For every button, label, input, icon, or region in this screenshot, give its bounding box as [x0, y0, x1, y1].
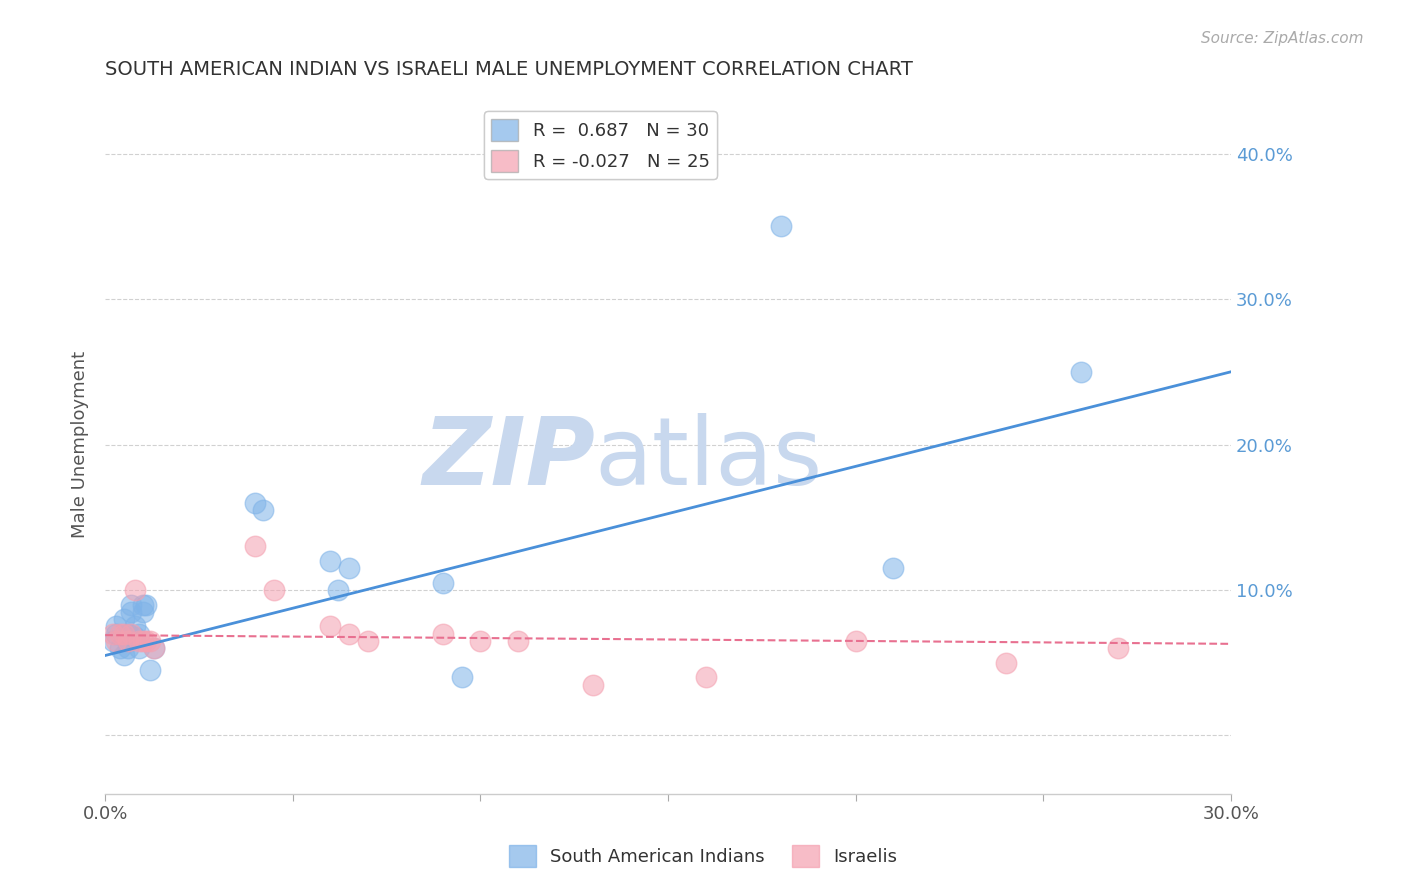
- Point: [128, 641, 150, 656]
- Point: [1107, 641, 1129, 656]
- Point: [117, 634, 139, 648]
- Point: [132, 598, 155, 612]
- Text: ZIP: ZIP: [422, 412, 595, 505]
- Point: [117, 634, 139, 648]
- Point: [112, 612, 135, 626]
- Point: [143, 641, 166, 656]
- Point: [128, 626, 150, 640]
- Point: [326, 582, 349, 597]
- Point: [450, 670, 472, 684]
- Text: atlas: atlas: [595, 412, 823, 505]
- Point: [110, 641, 132, 656]
- Point: [845, 634, 868, 648]
- Y-axis label: Male Unemployment: Male Unemployment: [72, 351, 89, 538]
- Point: [139, 634, 162, 648]
- Point: [143, 641, 166, 656]
- Point: [112, 626, 135, 640]
- Point: [245, 540, 267, 554]
- Point: [357, 634, 380, 648]
- Point: [117, 641, 139, 656]
- Point: [695, 670, 717, 684]
- Point: [245, 496, 267, 510]
- Point: [101, 634, 124, 648]
- Point: [263, 582, 285, 597]
- Point: [337, 561, 360, 575]
- Text: Source: ZipAtlas.com: Source: ZipAtlas.com: [1201, 31, 1364, 46]
- Point: [582, 677, 605, 691]
- Point: [252, 503, 274, 517]
- Point: [128, 634, 150, 648]
- Point: [506, 634, 529, 648]
- Point: [994, 656, 1017, 670]
- Point: [337, 626, 360, 640]
- Point: [124, 619, 146, 633]
- Point: [769, 219, 792, 234]
- Point: [121, 626, 143, 640]
- Point: [432, 626, 454, 640]
- Point: [432, 575, 454, 590]
- Point: [124, 630, 146, 644]
- Point: [1070, 365, 1092, 379]
- Point: [117, 626, 139, 640]
- Point: [135, 634, 157, 648]
- Point: [319, 619, 342, 633]
- Legend: R =  0.687   N = 30, R = -0.027   N = 25: R = 0.687 N = 30, R = -0.027 N = 25: [484, 112, 717, 179]
- Point: [121, 605, 143, 619]
- Point: [121, 598, 143, 612]
- Legend: South American Indians, Israelis: South American Indians, Israelis: [502, 838, 904, 874]
- Point: [132, 634, 155, 648]
- Point: [101, 626, 124, 640]
- Point: [105, 626, 128, 640]
- Point: [139, 663, 162, 677]
- Point: [135, 598, 157, 612]
- Point: [319, 554, 342, 568]
- Point: [112, 648, 135, 663]
- Point: [110, 626, 132, 640]
- Point: [470, 634, 492, 648]
- Point: [124, 582, 146, 597]
- Point: [105, 619, 128, 633]
- Point: [105, 634, 128, 648]
- Point: [132, 605, 155, 619]
- Point: [882, 561, 904, 575]
- Text: SOUTH AMERICAN INDIAN VS ISRAELI MALE UNEMPLOYMENT CORRELATION CHART: SOUTH AMERICAN INDIAN VS ISRAELI MALE UN…: [105, 60, 912, 78]
